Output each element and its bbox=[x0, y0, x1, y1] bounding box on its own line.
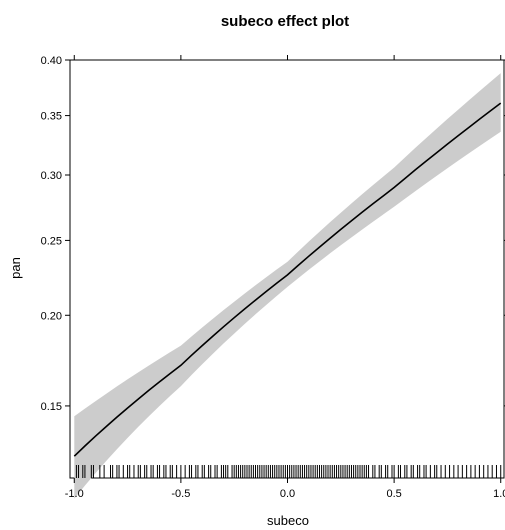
y-tick-label: 0.40 bbox=[41, 55, 62, 67]
y-tick-label: 0.25 bbox=[41, 235, 62, 247]
x-tick-label: -1.0 bbox=[65, 488, 84, 500]
chart-title: subeco effect plot bbox=[221, 13, 349, 30]
x-tick-label: 0.0 bbox=[280, 488, 295, 500]
x-tick-label: 0.5 bbox=[386, 488, 401, 500]
effect-line bbox=[73, 102, 502, 457]
y-tick-label: 0.35 bbox=[41, 111, 62, 123]
x-tick-label: 1.0 bbox=[493, 488, 505, 500]
y-axis-label: pan bbox=[8, 257, 23, 279]
x-axis-label: subeco bbox=[267, 513, 309, 528]
y-tick-label: 0.30 bbox=[41, 170, 62, 182]
y-tick-label: 0.20 bbox=[41, 310, 62, 322]
confidence-band bbox=[74, 73, 501, 499]
x-tick-label: -0.5 bbox=[171, 488, 190, 500]
y-tick-label: 0.15 bbox=[41, 401, 62, 413]
